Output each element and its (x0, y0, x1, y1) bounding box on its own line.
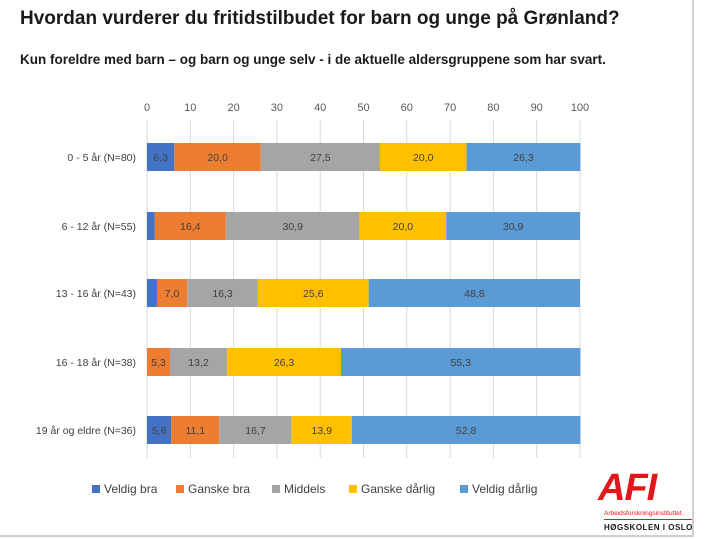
data-label: 25,6 (303, 288, 324, 300)
bar-segment (219, 416, 292, 444)
afi-logo-rule (604, 519, 692, 520)
bar-segment (147, 279, 157, 307)
category-label: 6 - 12 år (N=55) (62, 221, 136, 233)
x-tick-label: 0 (144, 102, 150, 114)
legend-swatch (92, 485, 100, 493)
x-tick-label: 70 (444, 102, 456, 114)
x-tick-label: 30 (271, 102, 283, 114)
chart-subtitle: Kun foreldre med barn – og barn og unge … (20, 52, 606, 67)
bar-segment (368, 279, 580, 307)
x-tick-label: 40 (314, 102, 326, 114)
bar-segment (257, 279, 369, 307)
bar-segment (154, 212, 226, 240)
data-label: 6,3 (153, 152, 168, 164)
afi-logo-school: HØGSKOLEN I OSLO (604, 523, 693, 532)
data-label: 7,0 (165, 288, 180, 300)
legend-swatch (176, 485, 184, 493)
bar-segment (379, 143, 467, 171)
data-label: 30,9 (503, 221, 524, 233)
afi-logo-name: Arbeidsforskningsinstituttet (604, 510, 682, 517)
data-label: 20,0 (207, 152, 228, 164)
data-label: 16,4 (180, 221, 201, 233)
data-label: 11,1 (185, 425, 205, 437)
data-label: 13,2 (188, 357, 209, 369)
legend-label: Ganske bra (188, 482, 250, 496)
legend-label: Veldig bra (104, 482, 158, 496)
bar-segment (227, 348, 341, 376)
data-label: 30,9 (282, 221, 303, 233)
bar-segment (225, 212, 360, 240)
bar-segment (291, 416, 352, 444)
bar-segment (446, 212, 580, 240)
bar-segment (156, 279, 188, 307)
legend-label: Middels (284, 482, 325, 496)
category-label: 16 - 18 år (N=38) (56, 357, 136, 369)
category-label: 0 - 5 år (N=80) (67, 152, 136, 164)
bar-segment (340, 348, 581, 376)
data-label: 52,8 (456, 425, 477, 437)
bar-segment (147, 143, 175, 171)
bar-segment (169, 348, 228, 376)
data-label: 55,3 (450, 357, 471, 369)
bar-segment (171, 416, 220, 444)
x-tick-label: 60 (401, 102, 413, 114)
category-label: 19 år og eldre (N=36) (36, 425, 136, 437)
bar-segment (466, 143, 581, 171)
category-label: 13 - 16 år (N=43) (56, 288, 136, 300)
data-label: 20,0 (393, 221, 414, 233)
data-label: 20,0 (413, 152, 434, 164)
data-label: 26,3 (513, 152, 534, 164)
x-tick-label: 100 (571, 102, 589, 114)
afi-logo-mark: AFI (598, 467, 657, 509)
bar-segment (147, 212, 155, 240)
bar-segment (174, 143, 261, 171)
data-label: 13,9 (311, 425, 332, 437)
bar-segment (147, 348, 170, 376)
bar-segment (187, 279, 258, 307)
chart-title: Hvordan vurderer du fritidstilbudet for … (20, 8, 620, 29)
data-label: 27,5 (310, 152, 331, 164)
data-label: 5,3 (151, 357, 166, 369)
legend-label: Ganske dårlig (361, 482, 435, 496)
bar-segment (351, 416, 581, 444)
afi-logo: AFI Arbeidsforskningsinstituttet HØGSKOL… (584, 467, 696, 536)
legend-label: Veldig dårlig (472, 482, 537, 496)
data-label: 5,6 (152, 425, 167, 437)
legend-swatch (349, 485, 357, 493)
bar-segment (260, 143, 380, 171)
legend-swatch (460, 485, 468, 493)
bar-segment (147, 416, 172, 444)
x-tick-label: 50 (357, 102, 369, 114)
x-tick-label: 10 (184, 102, 196, 114)
data-label: 16,3 (212, 288, 233, 300)
x-tick-label: 20 (227, 102, 239, 114)
bar-segment (359, 212, 447, 240)
data-label: 16,7 (245, 425, 266, 437)
x-tick-label: 80 (487, 102, 499, 114)
data-label: 48,8 (464, 288, 485, 300)
chart-frame (0, 0, 694, 537)
x-tick-label: 90 (531, 102, 543, 114)
legend-swatch (272, 485, 280, 493)
data-label: 26,3 (274, 357, 295, 369)
